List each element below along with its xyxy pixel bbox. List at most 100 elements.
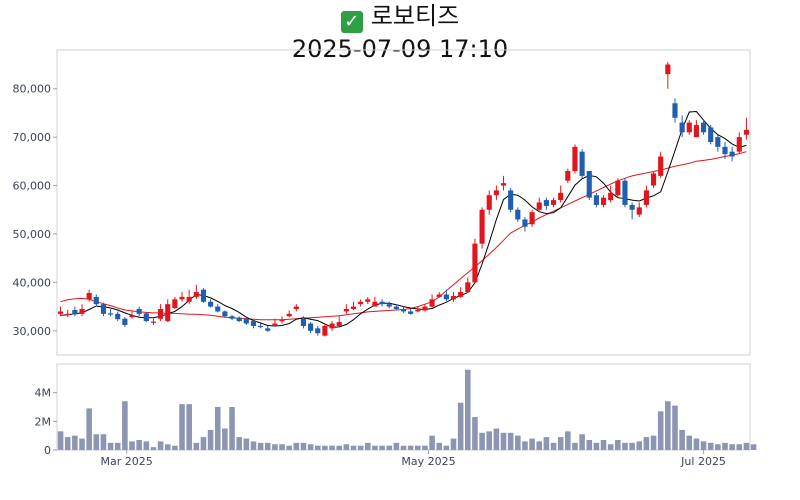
candle (615, 178, 621, 198)
candle (229, 314, 235, 321)
candle (450, 292, 457, 302)
volume-bar (450, 438, 457, 450)
candle (308, 322, 314, 334)
chart-datetime: 2025-07-09 17:10 (291, 35, 509, 63)
candle-body (493, 190, 499, 196)
volume-bar (207, 429, 214, 450)
candle (115, 311, 121, 322)
volume-bar (743, 442, 750, 450)
candle (100, 302, 107, 317)
volume-bar (679, 429, 685, 450)
candle (672, 98, 678, 123)
candle (236, 316, 242, 323)
candle-body (472, 243, 478, 283)
volume-bar (672, 405, 678, 450)
candle (722, 141, 728, 159)
volume-bar (307, 444, 314, 450)
volume-bar (250, 441, 257, 450)
candle-body (372, 301, 378, 307)
candle-body (108, 313, 114, 315)
volume-bar (415, 445, 421, 450)
candle (665, 62, 671, 89)
candle-body (186, 296, 192, 302)
candle-body (265, 328, 271, 331)
candle-body (508, 190, 514, 210)
candle-body (400, 309, 407, 312)
candle (243, 318, 249, 325)
candle (550, 197, 557, 208)
candle-body (422, 306, 428, 311)
candle (72, 306, 78, 317)
candle-body (729, 151, 735, 157)
candle (215, 304, 221, 313)
volume-bar (357, 445, 364, 450)
candle-body (343, 309, 349, 312)
candle-body (679, 122, 685, 133)
candle (143, 312, 149, 323)
candle (458, 287, 464, 298)
candle-body (65, 313, 71, 316)
candle-body (436, 294, 442, 297)
candle (658, 151, 664, 179)
candle-body (208, 301, 214, 307)
candle-body (279, 320, 285, 322)
volume-bar (236, 437, 242, 450)
volume-bar (650, 435, 657, 450)
volume-bar (515, 435, 521, 450)
candle-body (629, 204, 635, 210)
candle-body (700, 122, 707, 133)
candle (693, 120, 699, 138)
volume-bar (429, 435, 435, 450)
candle (393, 304, 399, 311)
candle-body (336, 322, 342, 326)
candle (272, 318, 278, 326)
candle-body (572, 146, 578, 172)
volume-bar (400, 445, 407, 450)
volume-bar (643, 437, 650, 450)
volume-bar (300, 442, 307, 450)
ma20-layer (60, 151, 747, 321)
candle (422, 304, 428, 312)
volume-bar (550, 442, 557, 450)
candle (729, 146, 735, 162)
volume-bar (157, 441, 164, 450)
candle-body (308, 323, 314, 331)
volume-bar (657, 411, 664, 450)
volume-bar (529, 438, 535, 450)
volume-bar (536, 441, 543, 450)
candle-body (136, 309, 142, 314)
candle-body (300, 318, 307, 326)
candle-body (393, 306, 399, 310)
volume-bar (507, 432, 514, 450)
candle-body (179, 296, 185, 300)
candle-body (579, 151, 585, 176)
volume-bar (257, 442, 264, 450)
volume-bar (172, 445, 178, 450)
price-y-tick-label: 30,000 (13, 325, 52, 338)
candle (700, 120, 707, 135)
volume-bar (543, 437, 550, 450)
candlestick-series (58, 62, 749, 337)
volume-bar (79, 438, 85, 450)
candle (508, 187, 514, 213)
candle-body (408, 311, 414, 314)
candle (343, 304, 349, 314)
candle (350, 301, 357, 310)
candle (486, 190, 492, 215)
candle (200, 288, 207, 303)
volume-bar (636, 441, 643, 450)
volume-bar (214, 407, 221, 450)
candle (429, 294, 435, 308)
x-tick-label: May 2025 (401, 455, 455, 468)
volume-bar (336, 445, 342, 450)
candle-body (165, 304, 171, 322)
candle (572, 144, 578, 174)
volume-bar (386, 445, 392, 450)
volume-bar (457, 402, 464, 450)
candle-body (172, 299, 178, 309)
volume-y-tick-label: 0 (44, 444, 51, 457)
volume-bar (693, 438, 700, 450)
ma5-layer (60, 110, 747, 328)
candle (265, 325, 271, 332)
volume-bar (279, 444, 285, 450)
